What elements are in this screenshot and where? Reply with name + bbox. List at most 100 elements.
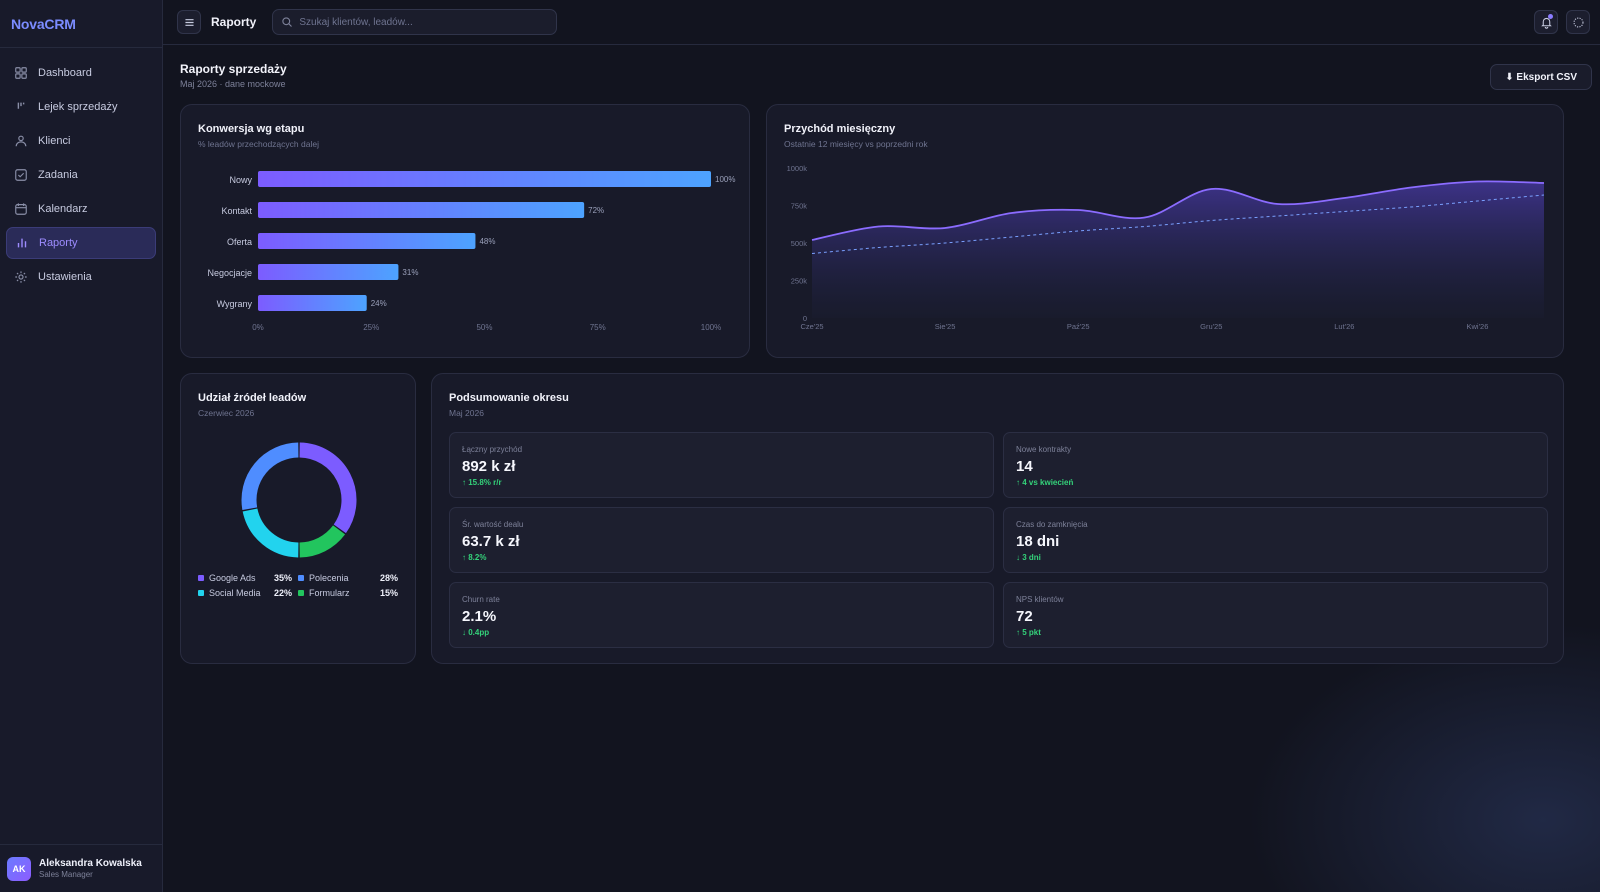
kpi-value: 63.7 k zł xyxy=(462,533,520,550)
donut-slice-google-ads xyxy=(299,442,357,534)
brand-logo[interactable]: NovaCRM xyxy=(0,0,162,48)
lead-sources-card: Udział źródeł leadów Czerwiec 2026 Googl… xyxy=(180,373,416,664)
legend-swatch xyxy=(198,589,204,596)
checkbox-icon xyxy=(15,169,27,181)
card-subtitle: % leadów przechodzących dalej xyxy=(198,139,319,149)
kpi-value: 18 dni xyxy=(1016,533,1060,550)
card-subtitle: Ostatnie 12 miesięcy vs poprzedni rok xyxy=(784,139,928,149)
search-icon xyxy=(282,17,293,27)
legend-item-formularz: Formularz 15% xyxy=(298,588,398,598)
revenue-x-tick: Gru'25 xyxy=(1200,322,1222,331)
gear-icon xyxy=(15,271,27,283)
donut-legend: Google Ads 35% Polecenia 28% Social Medi… xyxy=(198,570,398,600)
avatar: AK xyxy=(7,856,31,881)
menu-toggle-button[interactable] xyxy=(177,10,201,34)
kpi-value: 14 xyxy=(1016,458,1033,475)
legend-item-social-media: Social Media 22% xyxy=(198,588,298,598)
funnel-bar xyxy=(258,202,585,218)
funnel-bar xyxy=(258,171,711,187)
kpi-label: NPS klientów xyxy=(1016,595,1064,604)
sidebar-item-label: Kalendarz xyxy=(38,203,88,215)
revenue-series-line xyxy=(811,180,1545,241)
card-title: Przychód miesięczny xyxy=(784,123,896,135)
kpi-delta: ↑ 4 vs kwiecień xyxy=(1016,478,1074,487)
funnel-bar xyxy=(258,233,476,249)
sidebar-item-label: Dashboard xyxy=(38,67,92,79)
revenue-area-fill xyxy=(812,181,1544,318)
export-csv-button[interactable]: ⬇ Eksport CSV xyxy=(1490,64,1592,90)
funnel-category-label: Wygrany xyxy=(217,299,253,309)
funnel-x-tick: 75% xyxy=(590,323,606,332)
kpi-value: 2.1% xyxy=(462,608,497,625)
sidebar-item-ustawienia[interactable]: Ustawienia xyxy=(6,261,156,293)
legend-label: Social Media xyxy=(209,587,261,598)
sidebar-item-dashboard[interactable]: Dashboard xyxy=(6,57,156,89)
revenue-y-tick: 500k xyxy=(791,239,808,248)
user-profile[interactable]: AK Aleksandra Kowalska Sales Manager xyxy=(0,844,162,892)
funnel-category-label: Negocjacje xyxy=(207,268,252,278)
hamburger-icon xyxy=(184,18,194,26)
kpi-nps: NPS klientów 72 ↑ 5 pkt xyxy=(1003,582,1548,648)
kpi-total-revenue: Łączny przychód 892 k zł ↑ 15.8% r/r xyxy=(449,432,994,498)
revenue-x-tick: Sie'25 xyxy=(935,322,956,331)
notifications-button[interactable] xyxy=(1534,10,1558,34)
revenue-x-tick: Cze'25 xyxy=(800,322,823,331)
legend-value: 35% xyxy=(273,572,292,583)
sidebar-item-label: Ustawienia xyxy=(38,271,92,283)
funnel-x-tick: 25% xyxy=(363,323,379,332)
kpi-label: Śr. wartość dealu xyxy=(462,520,524,529)
sidebar-item-label: Zadania xyxy=(38,169,78,181)
card-title: Udział źródeł leadów xyxy=(198,392,307,404)
funnel-category-label: Oferta xyxy=(227,237,252,247)
sidebar-item-klienci[interactable]: Klienci xyxy=(6,125,156,157)
theme-toggle-button[interactable] xyxy=(1566,10,1590,34)
sidebar-item-lejek[interactable]: Lejek sprzedaży xyxy=(6,91,156,123)
sidebar-item-kalendarz[interactable]: Kalendarz xyxy=(6,193,156,225)
bell-icon xyxy=(1540,17,1552,29)
page-subtitle: Maj 2026 · dane mockowe xyxy=(180,79,286,89)
legend-value: 22% xyxy=(273,587,292,598)
kpi-label: Czas do zamknięcia xyxy=(1016,520,1088,529)
users-icon xyxy=(15,135,27,147)
period-summary-card: Podsumowanie okresu Maj 2026 Łączny przy… xyxy=(431,373,1564,664)
calendar-icon xyxy=(15,203,27,215)
search-box[interactable] xyxy=(272,9,558,35)
funnel-value-label: 48% xyxy=(479,237,495,246)
topbar: Raporty xyxy=(163,0,1600,45)
card-title: Konwersja wg etapu xyxy=(198,123,305,135)
funnel-category-label: Kontakt xyxy=(221,206,252,216)
legend-value: 15% xyxy=(379,587,398,598)
kpi-delta: ↓ 3 dni xyxy=(1016,553,1041,562)
revenue-area-chart: 0 250k 500k 750k 1000k Cze'25 Sie'25 Paź'25 Gru'… xyxy=(787,164,1545,331)
legend-item-polecenia: Polecenia 28% xyxy=(298,573,398,583)
revenue-previous-year-line xyxy=(811,194,1545,254)
donut-slice-polecenia xyxy=(241,442,299,511)
funnel-value-label: 31% xyxy=(402,268,418,277)
sidebar-item-label: Raporty xyxy=(39,237,78,249)
legend-swatch xyxy=(198,574,204,581)
card-subtitle: Maj 2026 xyxy=(449,408,484,418)
main-content: Raporty Raporty sprzedaży Maj 2026 · dan… xyxy=(163,0,1600,892)
card-title: Podsumowanie okresu xyxy=(449,392,569,404)
revenue-y-tick: 750k xyxy=(791,202,808,211)
donut-slice-social-media xyxy=(242,508,299,558)
sidebar-item-zadania[interactable]: Zadania xyxy=(6,159,156,191)
legend-item-google-ads: Google Ads 35% xyxy=(198,573,298,583)
revenue-y-tick: 1000k xyxy=(787,164,808,173)
sidebar-item-raporty[interactable]: Raporty xyxy=(6,227,156,259)
funnel-category-label: Nowy xyxy=(229,175,252,185)
sun-icon xyxy=(1573,17,1583,27)
funnel-conversion-card: Konwersja wg etapu % leadów przechodzący… xyxy=(180,104,750,358)
kpi-churn-rate: Churn rate 2.1% ↓ 0.4pp xyxy=(449,582,994,648)
notification-dot xyxy=(1548,14,1553,19)
search-input[interactable] xyxy=(299,16,549,28)
kpi-new-contracts: Nowe kontrakty 14 ↑ 4 vs kwiecień xyxy=(1003,432,1548,498)
user-role: Sales Manager xyxy=(39,870,93,879)
kpi-delta: ↓ 0.4pp xyxy=(462,628,490,637)
sidebar-nav: Dashboard Lejek sprzedaży Klienci Zadani… xyxy=(0,48,162,304)
kpi-delta: ↑ 15.8% r/r xyxy=(462,478,502,487)
card-subtitle: Czerwiec 2026 xyxy=(198,408,255,418)
legend-swatch xyxy=(298,589,304,596)
funnel-bar-chart: Nowy 100% Kontakt 72% Oferta 48% Negocjacje 31%… xyxy=(207,171,735,332)
legend-swatch xyxy=(298,574,304,581)
